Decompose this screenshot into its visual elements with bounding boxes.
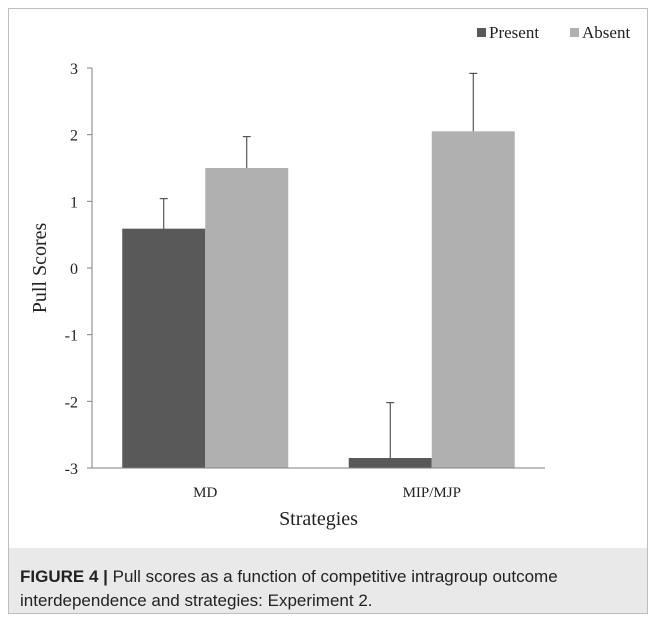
legend: Present Absent <box>477 23 630 42</box>
x-axis-label: Strategies <box>279 508 358 530</box>
y-tick-label: -1 <box>65 328 78 345</box>
figure-caption-text: Pull scores as a function of competitive… <box>20 567 558 610</box>
x-tick-label: MIP/MJP <box>403 485 461 501</box>
legend-label-present: Present <box>489 23 539 42</box>
y-tick-label: 1 <box>70 194 78 211</box>
bar-present-md <box>122 228 206 468</box>
legend-label-absent: Absent <box>582 23 630 42</box>
y-tick-label: -2 <box>65 394 78 411</box>
y-axis-label: Pull Scores <box>29 223 51 314</box>
figure-frame <box>8 8 648 614</box>
y-tick-label: -3 <box>65 461 78 478</box>
legend-swatch-absent <box>570 28 579 37</box>
caption-band <box>9 548 647 613</box>
figure-caption: FIGURE 4 | Pull scores as a function of … <box>20 565 635 613</box>
y-tick-label: 3 <box>70 61 78 78</box>
bar-present-mip-mjp <box>348 458 432 468</box>
bar-absent-mip-mjp <box>431 131 515 469</box>
bar-absent-md <box>205 168 289 468</box>
figure-label: FIGURE 4 | <box>20 567 108 586</box>
bar-chart: 3 2 1 0 -1 -2 -3 MD MIP/MJP Pull Scores Strateg… <box>29 23 630 530</box>
x-tick-label: MD <box>193 485 217 501</box>
y-tick-label: 0 <box>70 261 78 278</box>
legend-swatch-present <box>477 28 486 37</box>
y-tick-label: 2 <box>70 128 78 145</box>
